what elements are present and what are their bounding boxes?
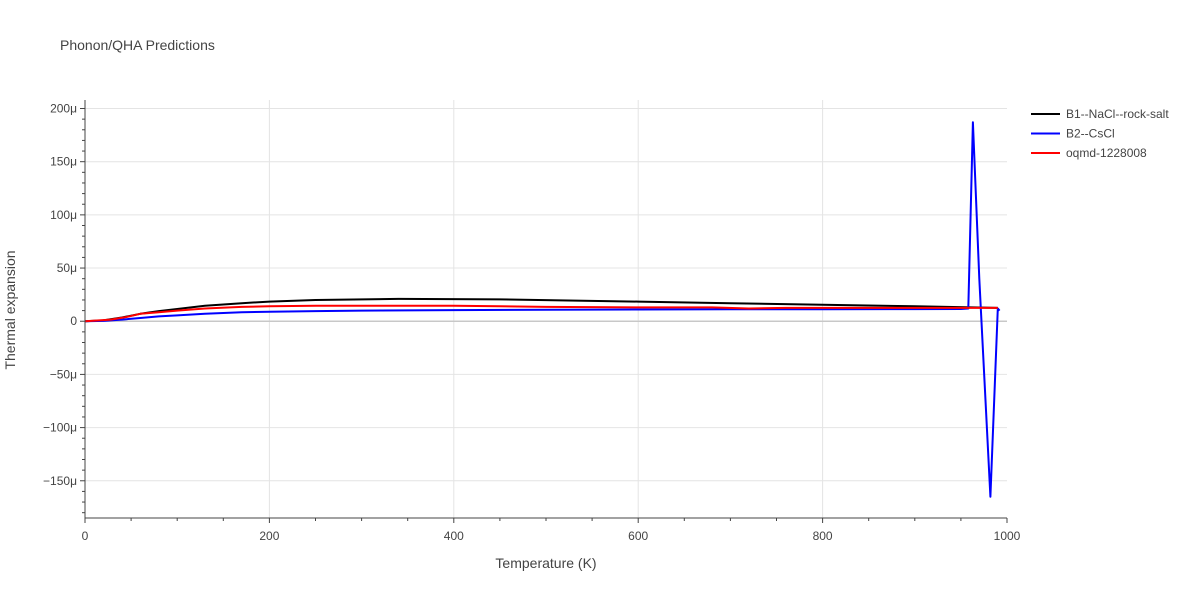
y-tick-label: −50μ xyxy=(50,367,77,381)
legend-item-b2-cscl[interactable]: B2--CsCl xyxy=(1031,127,1115,141)
y-tick-label: 150μ xyxy=(50,155,77,169)
legend-label: B2--CsCl xyxy=(1066,127,1115,141)
y-tick-label: 100μ xyxy=(50,208,77,222)
legend-item-oqmd-1228008[interactable]: oqmd-1228008 xyxy=(1031,146,1147,160)
y-tick-label: −150μ xyxy=(43,474,77,488)
y-tick-label: −100μ xyxy=(43,421,77,435)
series-line-b2-cscl xyxy=(84,121,1001,498)
series-line-oqmd-1228008 xyxy=(84,304,998,323)
x-tick-label: 400 xyxy=(444,529,464,543)
x-tick-label: 200 xyxy=(259,529,279,543)
y-tick-label: 50μ xyxy=(57,261,77,275)
grid xyxy=(85,100,1007,518)
x-tick-label: 0 xyxy=(82,529,89,543)
legend[interactable]: B1--NaCl--rock-salt B2--CsCl oqmd-1228008 xyxy=(1031,107,1169,160)
x-axis-title: Temperature (K) xyxy=(495,555,596,571)
legend-label: oqmd-1228008 xyxy=(1066,146,1147,160)
chart-title: Phonon/QHA Predictions xyxy=(60,37,215,53)
y-tick-label: 0 xyxy=(70,314,77,328)
x-tick-label: 800 xyxy=(813,529,833,543)
y-axis-title: Thermal expansion xyxy=(2,250,18,369)
legend-item-b1-nacl-rock-salt[interactable]: B1--NaCl--rock-salt xyxy=(1031,107,1169,121)
y-tick-label: 200μ xyxy=(50,102,77,116)
axes: 0 200 400 600 800 1000 −150μ −100μ −50μ 0 50μ 100μ 1… xyxy=(43,100,1021,543)
legend-label: B1--NaCl--rock-salt xyxy=(1066,107,1169,121)
x-tick-label: 1000 xyxy=(994,529,1021,543)
x-tick-label: 600 xyxy=(628,529,648,543)
series-layer xyxy=(84,121,1001,498)
